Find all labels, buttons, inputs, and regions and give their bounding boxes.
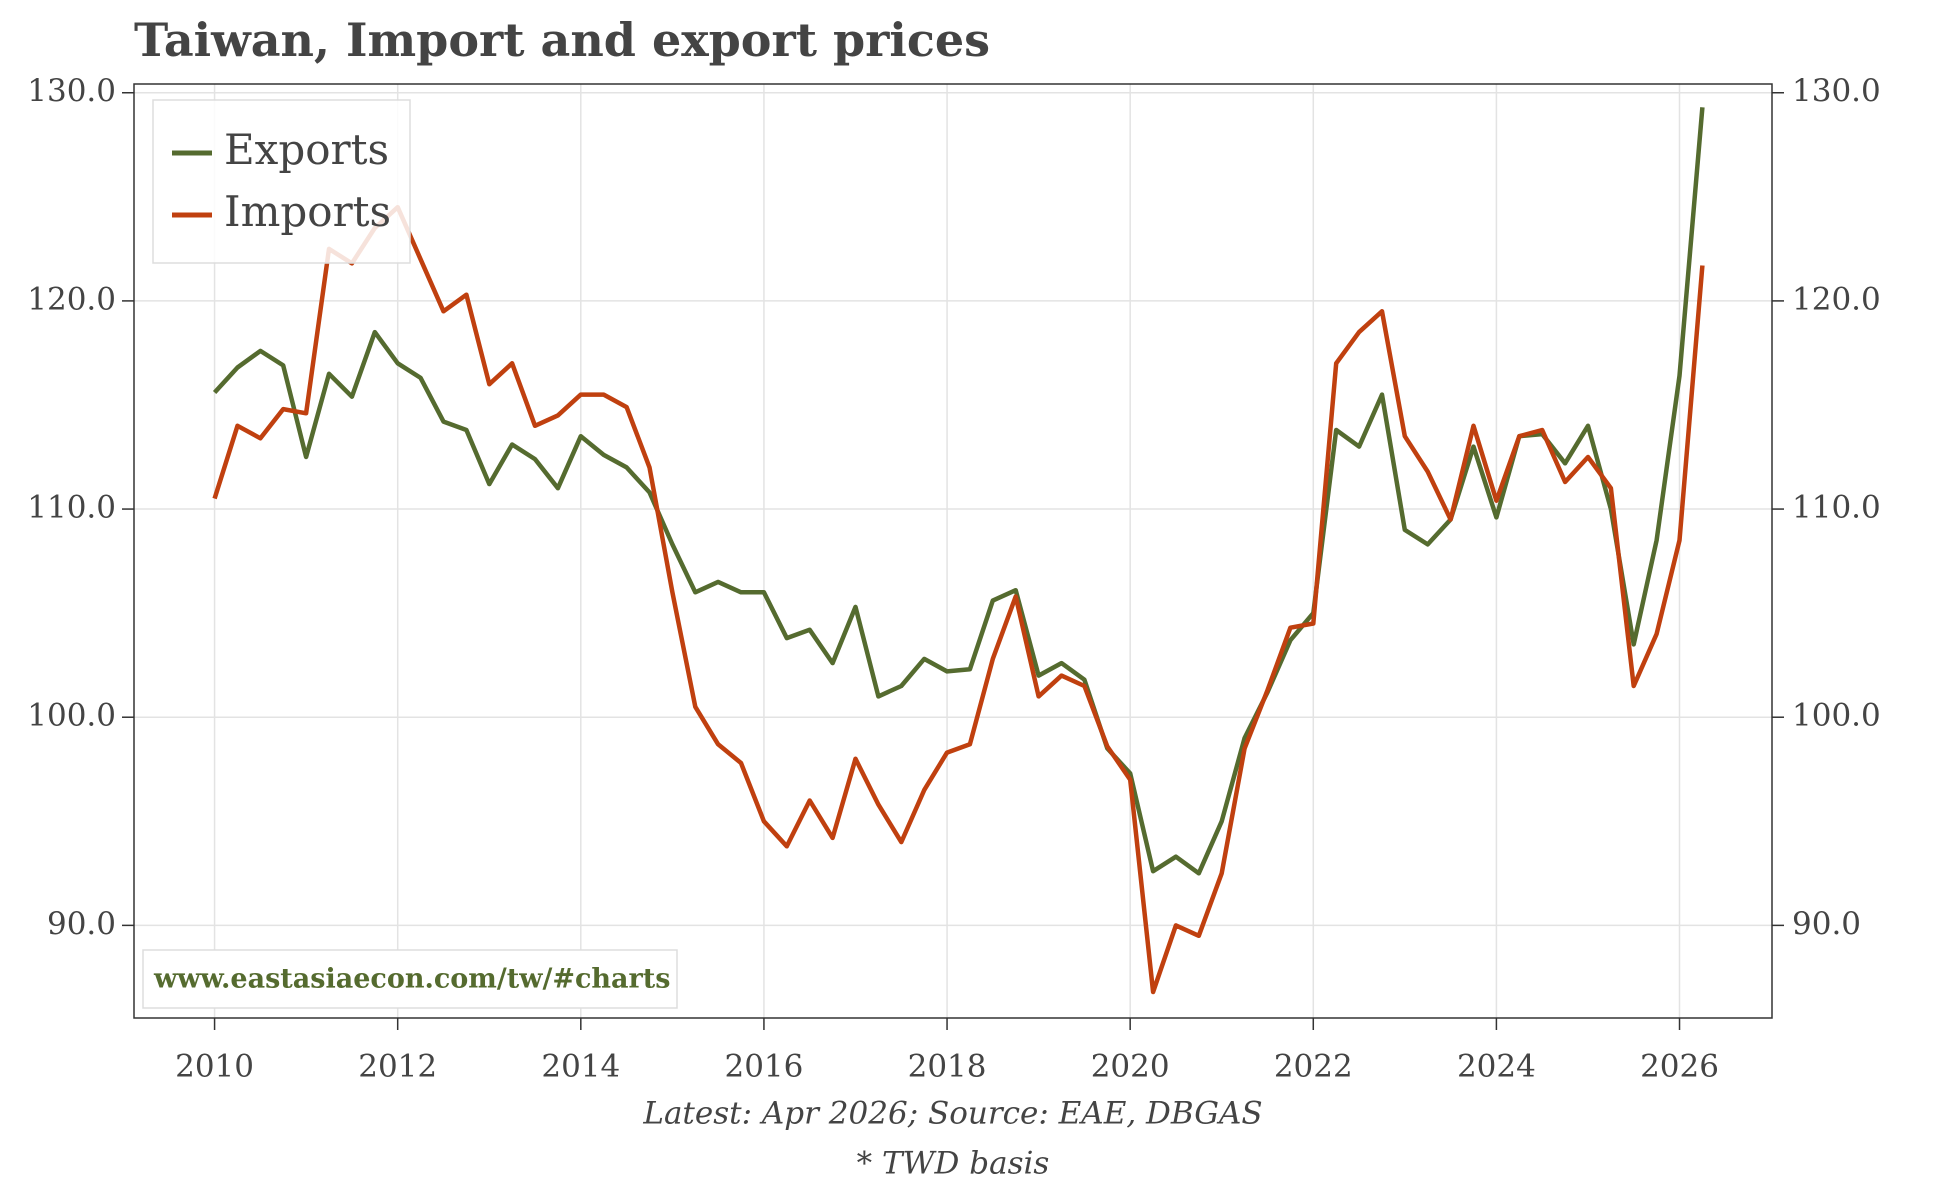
x-tick-label: 2020 [1091,1049,1170,1085]
y-tick-label: 120.0 [27,281,116,317]
y-tick-label: 90.0 [47,906,116,942]
x-tick-label: 2014 [541,1049,620,1085]
y2-tick-label: 120.0 [1792,281,1881,317]
legend-box [152,99,411,264]
x-tick-label: 2010 [175,1049,254,1085]
x-tick-label: 2016 [724,1049,803,1085]
watermark: www.eastasiaecon.com/tw/#charts [153,964,670,995]
x-tick-label: 2022 [1274,1049,1353,1085]
x-tick-label: 2026 [1640,1049,1719,1085]
line-series [212,107,1705,876]
legend-label: Exports [224,125,389,174]
x-tick-label: 2012 [358,1049,437,1085]
chart-title: Taiwan, Import and export prices [134,13,990,67]
y2-tick-label: 110.0 [1792,490,1881,526]
y2-tick-label: 130.0 [1792,73,1881,109]
x-tick-label: 2018 [908,1049,987,1085]
footnote: * TWD basis [857,1146,1050,1178]
legend-label: Imports [224,187,391,236]
line-series [212,204,1705,995]
footnote: Latest: Apr 2026; Source: EAE, DBGAS [642,1096,1262,1132]
y-tick-label: 110.0 [27,490,116,526]
y2-tick-label: 100.0 [1792,698,1881,734]
y2-tick-label: 90.0 [1792,906,1861,942]
x-tick-label: 2024 [1457,1049,1536,1085]
plot-frame [133,83,1773,1019]
y-tick-label: 130.0 [27,73,116,109]
y-tick-label: 100.0 [27,698,116,734]
watermark-box [142,949,678,1009]
